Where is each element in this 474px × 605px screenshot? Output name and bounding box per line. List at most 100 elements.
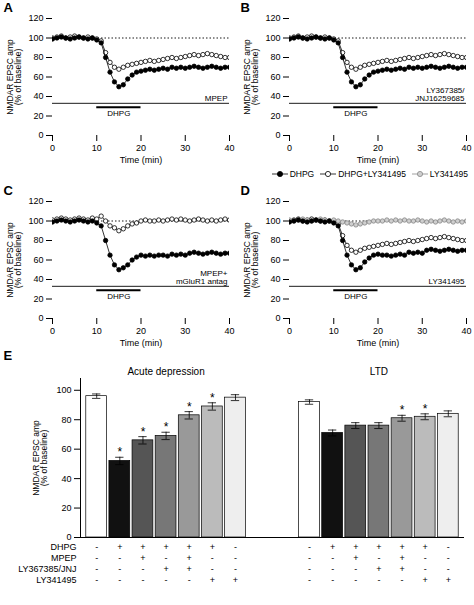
svg-text:-: - xyxy=(401,575,404,585)
svg-text:30: 30 xyxy=(417,326,427,336)
svg-text:E: E xyxy=(4,348,13,363)
svg-text:+: + xyxy=(353,542,358,552)
svg-text:120: 120 xyxy=(265,196,280,206)
svg-text:30: 30 xyxy=(180,326,190,336)
svg-text:-: - xyxy=(118,575,121,585)
svg-text:-: - xyxy=(447,553,450,563)
svg-text:*: * xyxy=(164,420,169,434)
svg-text:-: - xyxy=(234,564,237,574)
svg-text:-: - xyxy=(354,564,357,574)
svg-text:40: 40 xyxy=(33,91,43,101)
svg-text:-: - xyxy=(447,542,450,552)
svg-text:*: * xyxy=(187,400,192,414)
svg-text:0: 0 xyxy=(38,313,43,323)
svg-text:+: + xyxy=(117,542,122,552)
svg-text:-: - xyxy=(308,564,311,574)
svg-text:-: - xyxy=(377,553,380,563)
svg-text:0: 0 xyxy=(287,326,292,336)
svg-text:20: 20 xyxy=(270,111,280,121)
svg-text:40: 40 xyxy=(61,473,71,483)
svg-text:+: + xyxy=(376,542,381,552)
svg-text:-: - xyxy=(308,542,311,552)
svg-text:-: - xyxy=(95,542,98,552)
svg-text:B: B xyxy=(241,0,250,15)
svg-text:Time (min): Time (min) xyxy=(120,155,163,165)
svg-text:-: - xyxy=(424,553,427,563)
svg-text:LY341495: LY341495 xyxy=(36,575,76,585)
svg-text:DHPG: DHPG xyxy=(344,109,367,118)
svg-text:0: 0 xyxy=(50,326,55,336)
svg-text:20: 20 xyxy=(270,294,280,304)
svg-text:C: C xyxy=(4,183,14,198)
svg-text:A: A xyxy=(4,0,14,15)
svg-text:-: - xyxy=(234,542,237,552)
svg-text:DHPG: DHPG xyxy=(107,292,130,301)
svg-text:30: 30 xyxy=(417,143,427,153)
svg-text:100: 100 xyxy=(56,385,71,395)
svg-text:-: - xyxy=(211,564,214,574)
svg-text:30: 30 xyxy=(180,143,190,153)
svg-text:+: + xyxy=(187,542,192,552)
svg-text:20: 20 xyxy=(373,326,383,336)
svg-text:+: + xyxy=(446,575,451,585)
svg-text:40: 40 xyxy=(270,274,280,284)
svg-text:-: - xyxy=(331,553,334,563)
svg-text:80: 80 xyxy=(33,235,43,245)
svg-text:80: 80 xyxy=(33,52,43,62)
svg-text:-: - xyxy=(447,564,450,574)
svg-text:+: + xyxy=(423,575,428,585)
svg-text:120: 120 xyxy=(28,13,43,23)
svg-text:-: - xyxy=(308,553,311,563)
svg-text:80: 80 xyxy=(270,235,280,245)
svg-text:+: + xyxy=(399,553,404,563)
svg-text:20: 20 xyxy=(373,143,383,153)
svg-text:20: 20 xyxy=(33,111,43,121)
svg-text:60: 60 xyxy=(270,72,280,82)
svg-text:120: 120 xyxy=(265,13,280,23)
svg-text:0: 0 xyxy=(287,143,292,153)
svg-text:40: 40 xyxy=(33,274,43,284)
svg-text:60: 60 xyxy=(270,255,280,265)
svg-text:0: 0 xyxy=(275,313,280,323)
svg-text:+: + xyxy=(163,542,168,552)
svg-text:*: * xyxy=(400,403,405,417)
svg-text:100: 100 xyxy=(28,216,43,226)
svg-text:120: 120 xyxy=(28,196,43,206)
svg-text:-: - xyxy=(95,564,98,574)
svg-text:60: 60 xyxy=(33,255,43,265)
svg-text:-: - xyxy=(95,575,98,585)
svg-text:D: D xyxy=(241,183,250,198)
svg-text:80: 80 xyxy=(270,52,280,62)
svg-text:-: - xyxy=(308,575,311,585)
svg-text:*: * xyxy=(117,445,122,459)
svg-text:+: + xyxy=(399,542,404,552)
svg-text:40: 40 xyxy=(224,143,234,153)
svg-text:100: 100 xyxy=(265,216,280,226)
svg-text:DHPG: DHPG xyxy=(50,542,76,552)
svg-text:+: + xyxy=(423,542,428,552)
svg-text:DHPG: DHPG xyxy=(107,109,130,118)
svg-text:60: 60 xyxy=(61,444,71,454)
svg-text:40: 40 xyxy=(461,143,471,153)
svg-text:-: - xyxy=(165,575,168,585)
svg-text:LY367385/JNJ: LY367385/JNJ xyxy=(18,564,76,574)
svg-text:0: 0 xyxy=(50,143,55,153)
svg-text:+: + xyxy=(376,564,381,574)
svg-text:20: 20 xyxy=(136,326,146,336)
svg-text:+: + xyxy=(210,542,215,552)
svg-text:LY367385/JNJ16259685: LY367385/JNJ16259685 xyxy=(415,86,465,103)
svg-text:-: - xyxy=(331,564,334,574)
svg-text:-: - xyxy=(95,553,98,563)
svg-text:10: 10 xyxy=(329,143,339,153)
svg-text:20: 20 xyxy=(33,294,43,304)
svg-text:+: + xyxy=(163,564,168,574)
svg-text:10: 10 xyxy=(92,326,102,336)
svg-text:+: + xyxy=(330,542,335,552)
svg-text:100: 100 xyxy=(265,33,280,43)
svg-text:40: 40 xyxy=(270,91,280,101)
svg-text:-: - xyxy=(234,553,237,563)
svg-text:10: 10 xyxy=(329,326,339,336)
svg-text:+: + xyxy=(210,575,215,585)
svg-text:0: 0 xyxy=(66,532,71,542)
svg-text:60: 60 xyxy=(33,72,43,82)
